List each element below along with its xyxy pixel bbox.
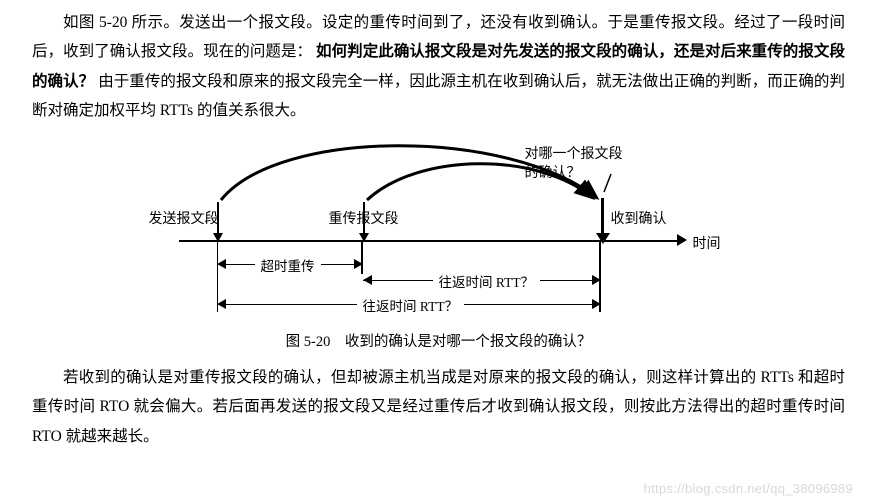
dim-timeout: 超时重传 <box>217 258 363 272</box>
dim-rtt-resend: 往返时间 RTT？ <box>363 274 601 288</box>
event-send-label: 发送报文段 <box>149 208 215 228</box>
dim-rtt-resend-label: 往返时间 RTT？ <box>433 271 541 291</box>
event-ack-label: 收到确认 <box>611 208 667 228</box>
dim-timeout-label: 超时重传 <box>255 255 321 275</box>
dim-arrow-left-icon <box>217 299 226 309</box>
curve-arrows <box>149 134 729 254</box>
paragraph-2: 若收到的确认是对重传报文段的确认，但却被源主机当成是对原来的报文段的确认，则这样… <box>32 363 845 451</box>
dim-arrow-left-icon <box>363 275 372 285</box>
dim-tick <box>217 240 219 258</box>
event-resend-label: 重传报文段 <box>327 208 401 228</box>
figure-caption: 图 5-20 收到的确认是对哪一个报文段的确认？ <box>32 330 845 351</box>
dim-rtt-send-label: 往返时间 RTT？ <box>357 295 465 315</box>
figure-canvas: 对哪一个报文段 的确认？ 时间 发送报文段 重传报文段 <box>149 134 729 324</box>
event-resend-arrow-icon <box>359 233 369 242</box>
figure-5-20: 对哪一个报文段 的确认？ 时间 发送报文段 重传报文段 <box>32 134 845 324</box>
timeline-label: 时间 <box>693 233 721 253</box>
dim-arrow-right-icon <box>592 275 601 285</box>
paragraph-1: 如图 5-20 所示。发送出一个报文段。设定的重传时间到了，还没有收到确认。于是… <box>32 8 845 126</box>
p1-seg3: 由于重传的报文段和原来的报文段完全一样，因此源主机在收到确认后，就无法做出正确的… <box>32 73 845 119</box>
dim-arrow-right-icon <box>592 299 601 309</box>
watermark-text: https://blog.csdn.net/qq_38096989 <box>644 481 853 496</box>
dim-rtt-send: 往返时间 RTT？ <box>217 298 601 312</box>
event-ack-arrow-icon <box>596 233 610 244</box>
timeline-arrowhead-icon <box>677 234 687 246</box>
dim-arrow-right-icon <box>354 259 363 269</box>
